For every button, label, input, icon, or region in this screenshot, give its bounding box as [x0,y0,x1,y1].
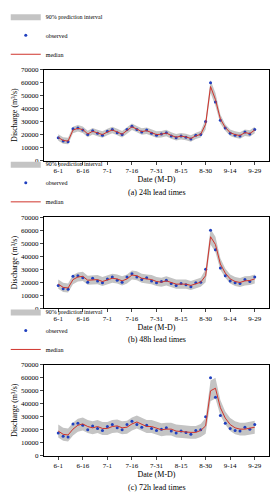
svg-text:median: median [46,199,64,205]
svg-text:9-29: 9-29 [248,315,261,323]
svg-text:8-15: 8-15 [175,167,188,175]
svg-text:6-16: 6-16 [76,462,89,470]
svg-text:60000: 60000 [21,227,39,235]
svg-text:9-29: 9-29 [248,167,261,175]
svg-text:50000: 50000 [21,240,39,248]
svg-text:90% prediction interval: 90% prediction interval [46,14,103,20]
svg-text:Date (M-D): Date (M-D) [138,175,176,184]
svg-text:6-16: 6-16 [76,167,89,175]
svg-text:Date (M-D): Date (M-D) [138,323,176,332]
svg-text:7-16: 7-16 [126,315,139,323]
svg-text:50000: 50000 [21,387,39,395]
svg-text:90% prediction interval: 90% prediction interval [46,309,103,315]
svg-text:60000: 60000 [21,79,39,87]
svg-text:observed: observed [46,33,68,39]
svg-text:6-1: 6-1 [54,462,64,470]
svg-text:7-31: 7-31 [150,167,163,175]
svg-text:10000: 10000 [21,292,39,300]
svg-text:10000: 10000 [21,144,39,152]
svg-text:9-14: 9-14 [224,167,237,175]
svg-text:30000: 30000 [21,118,39,126]
svg-text:9-14: 9-14 [224,315,237,323]
svg-text:7-16: 7-16 [126,167,139,175]
svg-text:(c) 72h lead times: (c) 72h lead times [128,483,186,492]
svg-text:6-1: 6-1 [54,315,64,323]
svg-text:7-1: 7-1 [103,167,113,175]
svg-text:40000: 40000 [21,105,39,113]
svg-text:(a) 24h lead times: (a) 24h lead times [128,188,186,197]
svg-text:7-31: 7-31 [150,315,163,323]
svg-text:40000: 40000 [21,400,39,408]
svg-text:40000: 40000 [21,253,39,261]
svg-text:20000: 20000 [21,131,39,139]
svg-text:0: 0 [35,452,39,460]
svg-text:8-30: 8-30 [199,315,212,323]
svg-text:8-30: 8-30 [199,462,212,470]
svg-text:8-15: 8-15 [175,462,188,470]
svg-text:Discharge (m³/s): Discharge (m³/s) [10,236,19,290]
svg-text:60000: 60000 [21,374,39,382]
svg-text:6-16: 6-16 [76,315,89,323]
svg-text:0: 0 [35,157,39,165]
svg-text:7-16: 7-16 [126,462,139,470]
svg-text:9-29: 9-29 [248,462,261,470]
svg-text:8-30: 8-30 [199,167,212,175]
svg-text:70000: 70000 [21,66,39,74]
svg-text:7-31: 7-31 [150,462,163,470]
svg-text:Date (M-D): Date (M-D) [138,470,176,479]
svg-text:0: 0 [35,304,39,313]
svg-text:7-1: 7-1 [103,462,113,470]
svg-text:Discharge (m³/s): Discharge (m³/s) [10,383,19,437]
svg-text:median: median [46,347,64,353]
svg-text:30000: 30000 [21,413,39,421]
svg-text:observed: observed [46,328,68,334]
svg-text:7-1: 7-1 [103,315,113,323]
svg-text:50000: 50000 [21,92,39,100]
svg-text:9-14: 9-14 [224,462,237,470]
svg-text:8-15: 8-15 [175,315,188,323]
svg-text:observed: observed [46,180,68,186]
svg-text:20000: 20000 [21,426,39,434]
svg-text:median: median [46,52,64,58]
svg-text:30000: 30000 [21,266,39,274]
svg-text:6-1: 6-1 [54,167,64,175]
svg-text:20000: 20000 [21,279,39,287]
svg-text:90% prediction interval: 90% prediction interval [46,161,103,167]
svg-text:(b) 48h lead times: (b) 48h lead times [128,335,186,344]
svg-text:70000: 70000 [21,361,39,369]
svg-text:10000: 10000 [21,439,39,447]
svg-text:Discharge (m³/s): Discharge (m³/s) [10,88,19,142]
svg-text:70000: 70000 [21,214,39,222]
